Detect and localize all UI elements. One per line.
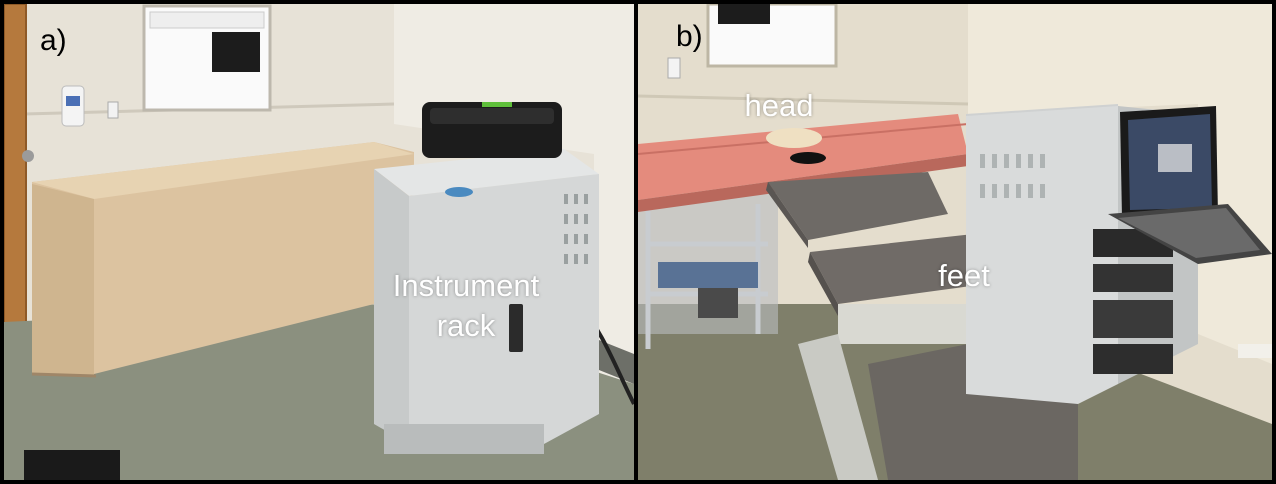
- door-handle: [22, 150, 34, 162]
- annotation-line-2: rack: [436, 308, 496, 343]
- headrest: [766, 128, 822, 148]
- grey-platform-upper: [768, 172, 948, 240]
- instrument-rack: [409, 174, 599, 444]
- panel-b: b) head feet: [638, 4, 1272, 480]
- rack-top: [374, 149, 599, 196]
- panel-label-a: a): [40, 24, 67, 57]
- annotation-head: head: [744, 88, 814, 123]
- room-a-scene: [4, 4, 634, 480]
- panel-a: a) Instrument rack: [4, 4, 634, 480]
- annotation-feet: feet: [938, 258, 990, 293]
- annotation-line-1: Instrument: [392, 268, 540, 303]
- room-b-scene: [638, 4, 1272, 480]
- panel-label-b: b): [676, 20, 703, 53]
- rack-logo: [445, 187, 473, 197]
- covered-bed: [32, 142, 414, 374]
- instrument-rack: [966, 106, 1118, 404]
- annotation-instrument-rack: Instrument rack: [376, 266, 556, 346]
- stool: [24, 450, 120, 480]
- rack-handle: [509, 304, 523, 352]
- door: [4, 4, 26, 344]
